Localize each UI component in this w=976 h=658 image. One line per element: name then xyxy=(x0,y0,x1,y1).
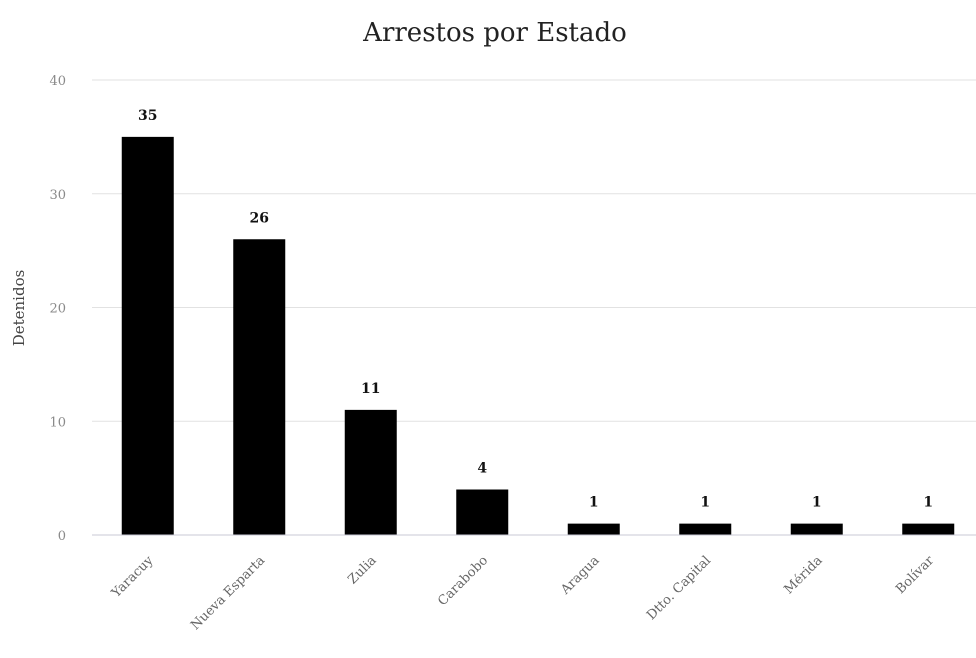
x-tick-label: Mérida xyxy=(781,553,825,597)
data-label: 26 xyxy=(250,210,269,226)
x-tick-label: Carabobo xyxy=(435,553,491,609)
bar-5 xyxy=(679,523,732,535)
bars xyxy=(121,136,955,535)
y-tick-label: 20 xyxy=(49,302,66,317)
chart-title: Arrestos por Estado xyxy=(362,18,627,48)
x-tick-label: Yaracuy xyxy=(108,553,157,602)
bar-1 xyxy=(233,239,286,535)
y-tick-label: 40 xyxy=(49,74,66,89)
x-axis-ticks: Yaracuy Nueva Esparta Zulia Carabobo Aragua D… xyxy=(108,553,937,634)
bar-2 xyxy=(344,409,397,535)
data-label: 1 xyxy=(923,495,933,511)
y-tick-label: 10 xyxy=(49,415,66,430)
y-axis-ticks: 0 10 20 30 40 xyxy=(49,74,66,544)
data-label: 11 xyxy=(361,381,380,397)
bar-3 xyxy=(456,489,509,535)
data-label: 1 xyxy=(812,495,822,511)
x-tick-label: Bolívar xyxy=(893,553,937,597)
bar-6 xyxy=(790,523,843,535)
data-label: 1 xyxy=(589,495,599,511)
x-tick-label: Nueva Esparta xyxy=(188,553,268,633)
x-tick-label: Dtto. Capital xyxy=(644,553,714,623)
bar-7 xyxy=(902,523,955,535)
bar-0 xyxy=(121,136,174,535)
data-label: 35 xyxy=(138,108,157,124)
gridlines xyxy=(92,79,976,422)
bar-4 xyxy=(567,523,620,535)
y-tick-label: 30 xyxy=(49,188,66,203)
y-axis-label: Detenidos xyxy=(10,270,28,347)
data-label: 1 xyxy=(700,495,710,511)
x-tick-label: Zulia xyxy=(345,553,379,587)
y-tick-label: 0 xyxy=(58,529,66,544)
data-label: 4 xyxy=(477,461,487,477)
x-tick-label: Aragua xyxy=(557,553,602,598)
